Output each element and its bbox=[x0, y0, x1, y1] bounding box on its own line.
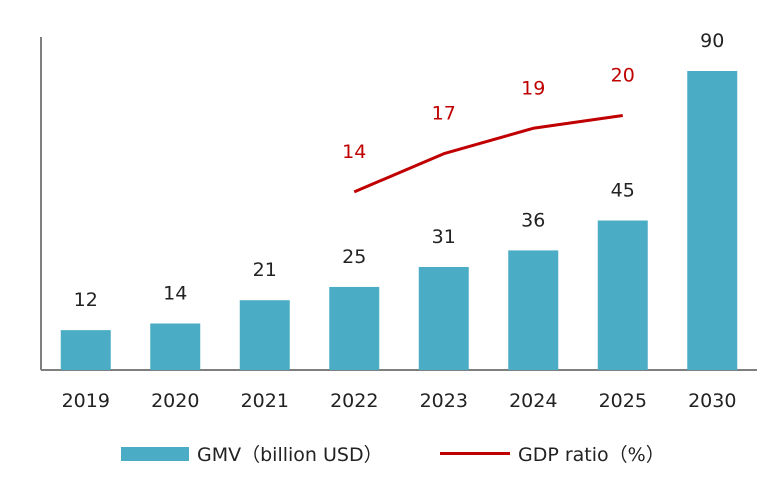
legend-swatch-gmv bbox=[121, 446, 189, 461]
bar-2024 bbox=[508, 250, 559, 370]
bar-label-2019: 12 bbox=[74, 289, 98, 311]
legend-label-gdp: GDP ratio（%） bbox=[518, 444, 665, 466]
x-tick-2030: 2030 bbox=[688, 390, 736, 412]
legend-item-gmv: GMV（billion USD） bbox=[121, 440, 383, 467]
x-tick-2025: 2025 bbox=[599, 390, 647, 412]
legend: GMV（billion USD） GDP ratio（%） bbox=[0, 440, 773, 467]
legend-item-gdp: GDP ratio（%） bbox=[440, 440, 665, 467]
x-tick-2022: 2022 bbox=[330, 390, 378, 412]
line-label-2025: 20 bbox=[611, 65, 635, 87]
x-tick-2021: 2021 bbox=[241, 390, 289, 412]
bar-label-2022: 25 bbox=[342, 246, 366, 268]
bar-label-2025: 45 bbox=[611, 180, 635, 202]
gdp-ratio-line bbox=[353, 114, 623, 194]
bar-label-2021: 21 bbox=[253, 259, 277, 281]
bar-label-2023: 31 bbox=[432, 226, 456, 248]
x-tick-2024: 2024 bbox=[509, 390, 557, 412]
x-tick-2019: 2019 bbox=[62, 390, 110, 412]
line-label-2024: 19 bbox=[521, 77, 545, 99]
bar-2021 bbox=[239, 300, 290, 370]
legend-swatch-gdp bbox=[440, 452, 510, 455]
bar-2023 bbox=[418, 267, 469, 370]
line-label-2022: 14 bbox=[342, 141, 366, 163]
bar-label-2024: 36 bbox=[521, 209, 545, 231]
bar-2030 bbox=[687, 71, 738, 370]
bar-2022 bbox=[329, 286, 380, 370]
line-label-2023: 17 bbox=[432, 103, 456, 125]
bar-label-2030: 90 bbox=[700, 30, 724, 52]
bar-2019 bbox=[60, 330, 111, 370]
bar-2025 bbox=[597, 220, 648, 370]
legend-label-gmv: GMV（billion USD） bbox=[197, 444, 383, 466]
x-tick-2023: 2023 bbox=[420, 390, 468, 412]
bar-label-2020: 14 bbox=[163, 282, 187, 304]
bar-2020 bbox=[150, 323, 201, 370]
x-tick-2020: 2020 bbox=[151, 390, 199, 412]
